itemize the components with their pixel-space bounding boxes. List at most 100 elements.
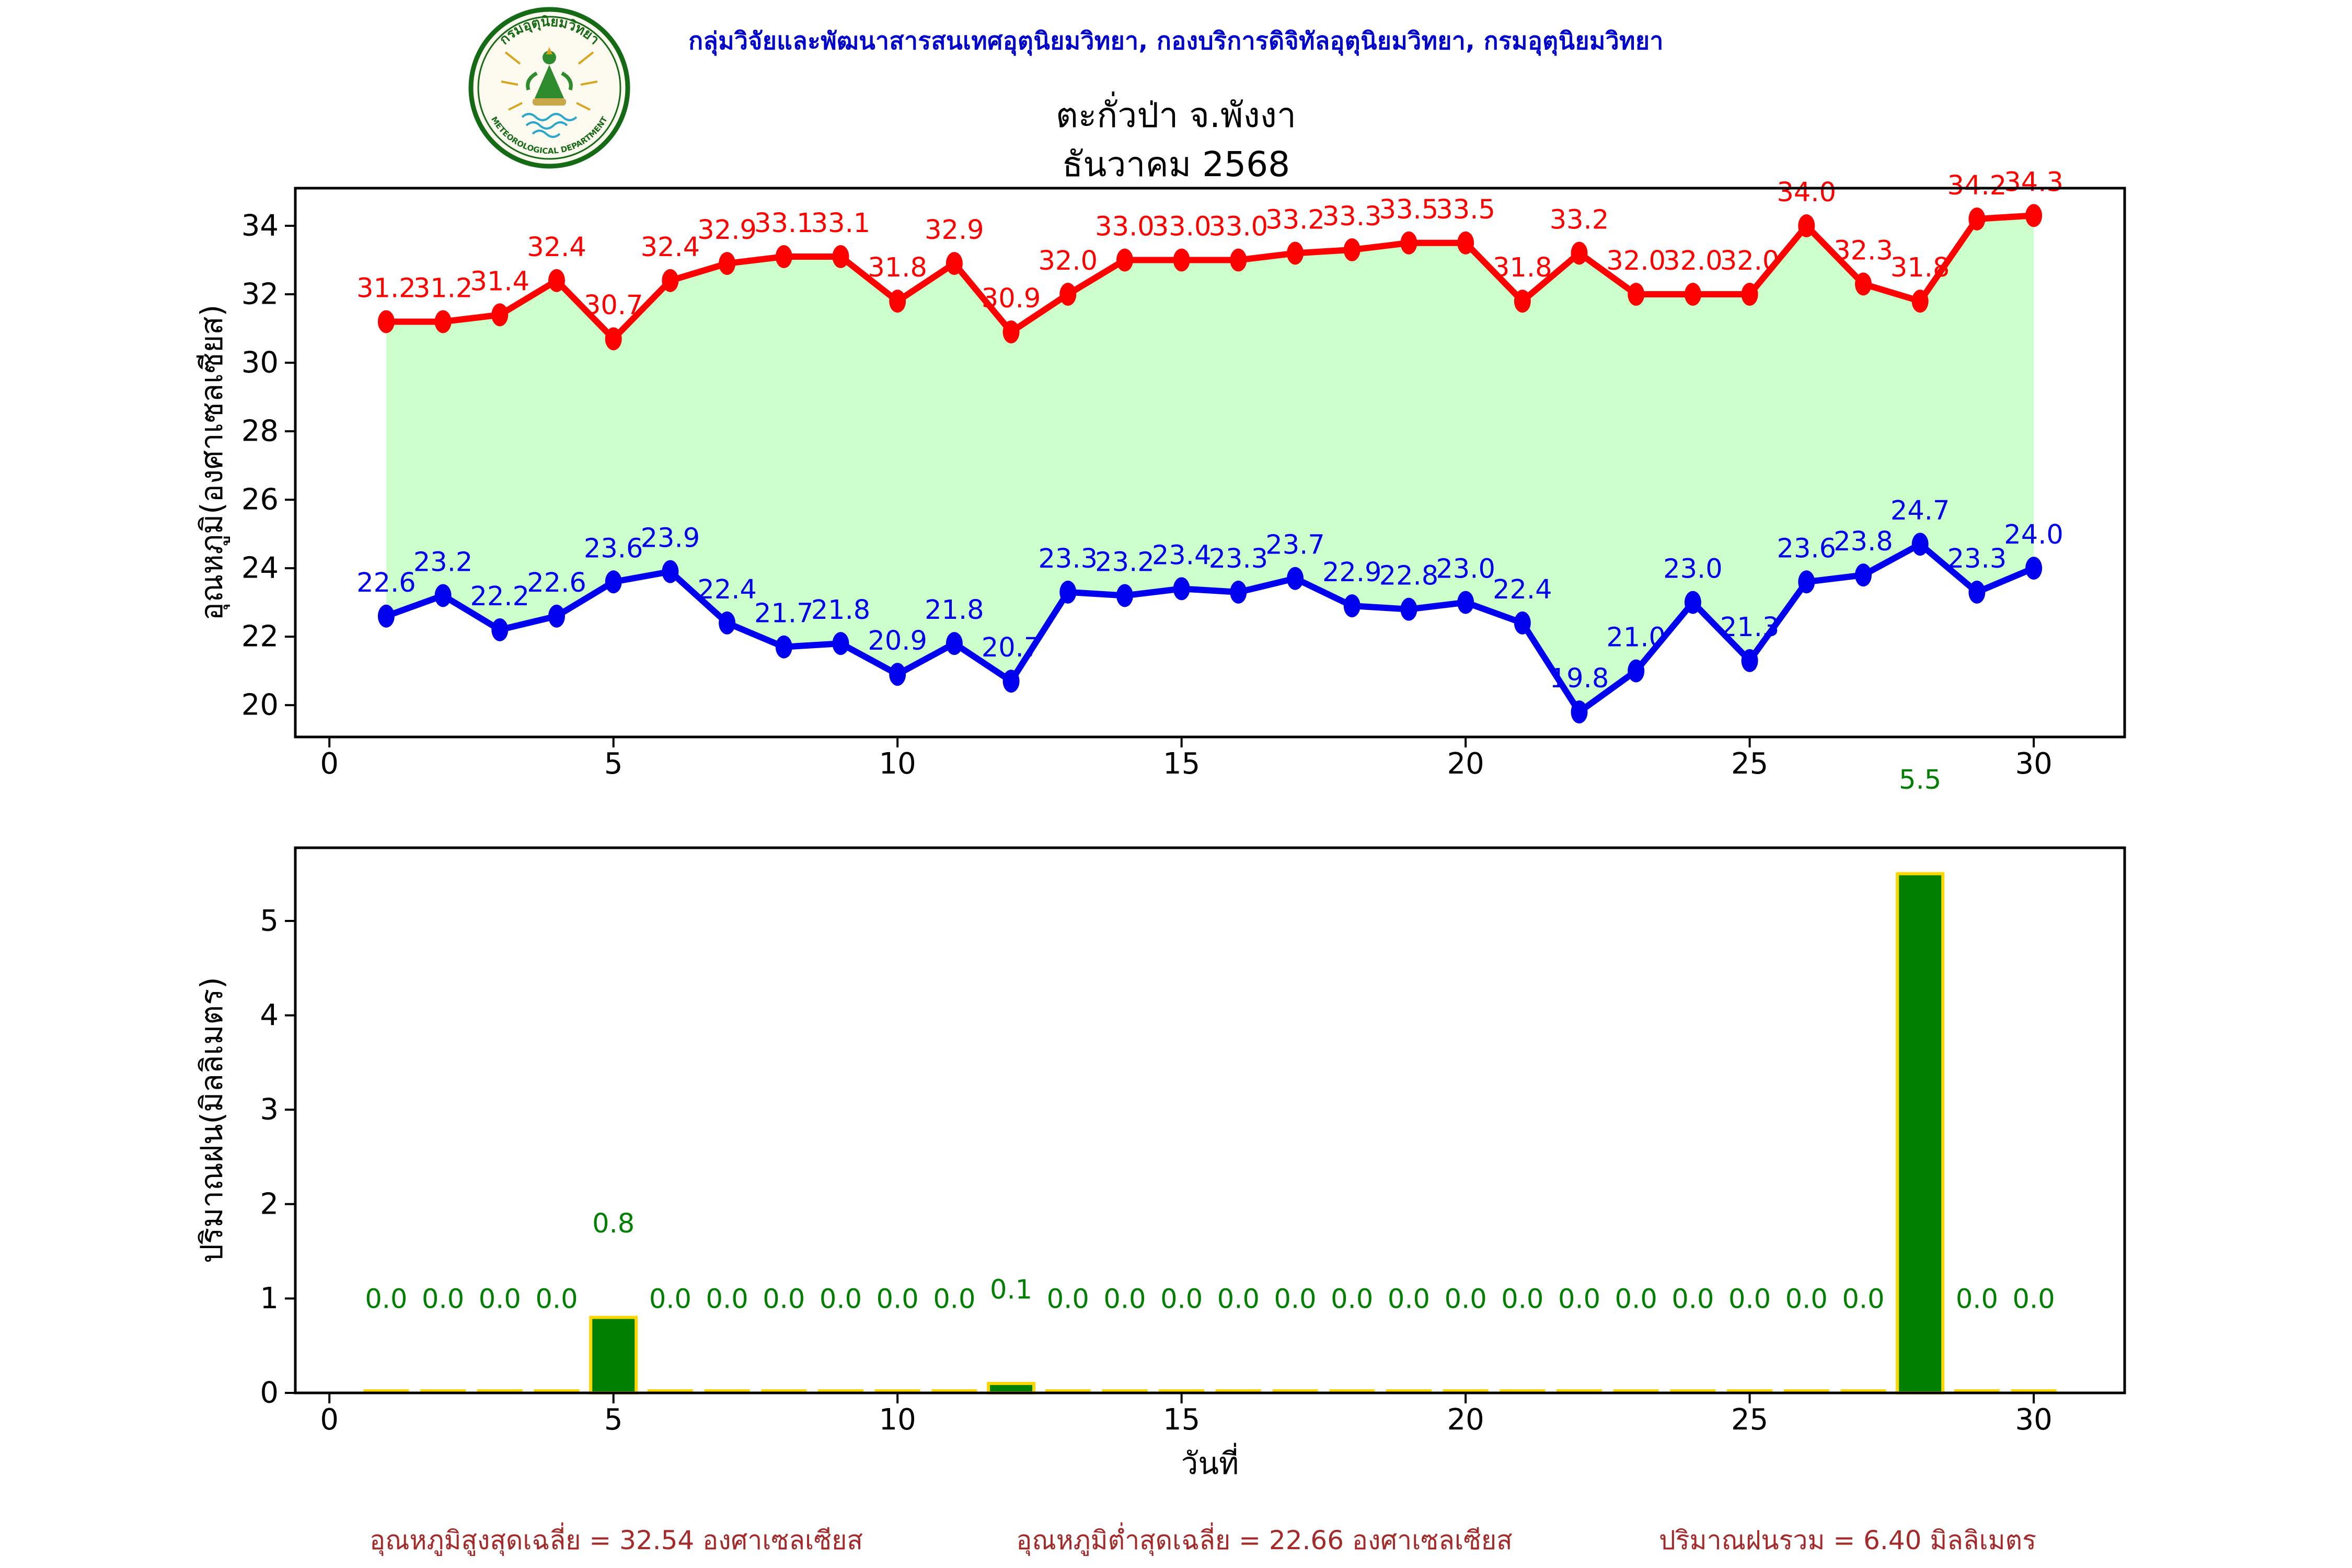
rain-bar-zero — [1329, 1389, 1375, 1393]
max-temp-label: 31.2 — [356, 273, 416, 304]
rain-bar — [1896, 872, 1945, 1394]
min-temp-label: 21.8 — [811, 595, 871, 626]
max-temp-point — [1173, 248, 1190, 272]
max-temp-label: 34.3 — [2004, 167, 2063, 198]
min-temp-label: 23.9 — [641, 523, 700, 554]
rain-bar-zero — [1727, 1389, 1773, 1393]
min-temp-point — [434, 584, 452, 607]
max-temp-label: 34.0 — [1777, 177, 1837, 208]
summary-max-temp-avg: อุณหภูมิสูงสุดเฉลี่ย = 32.54 องศาเซลเซีย… — [370, 1525, 863, 1555]
min-temp-point — [1911, 533, 1929, 556]
min-temp-point — [775, 635, 792, 659]
max-temp-point — [1798, 214, 1815, 238]
rain-bar-zero — [534, 1389, 580, 1393]
max-temp-point — [605, 327, 622, 351]
rain-bar-zero — [1783, 1389, 1829, 1393]
max-temp-label: 30.9 — [982, 283, 1041, 314]
rain-bar-zero — [1102, 1389, 1148, 1393]
rain-value-label: 0.0 — [706, 1284, 748, 1315]
temp-x-tick-label: 0 — [320, 747, 339, 781]
rain-y-tick-label: 4 — [260, 998, 279, 1032]
min-temp-point — [1116, 584, 1133, 607]
temp-x-tick-label: 5 — [604, 747, 623, 781]
temp-y-tick-label: 20 — [241, 688, 279, 722]
max-temp-label: 33.0 — [1209, 212, 1269, 243]
temp-y-tick-label: 34 — [241, 209, 279, 243]
min-temp-point — [2025, 557, 2043, 580]
department-seal: กรมอุตุนิยมวิทยา METEOROLOGICAL DEPARTME… — [468, 7, 630, 169]
min-temp-point — [1968, 580, 1986, 604]
max-temp-label: 33.2 — [1265, 204, 1325, 235]
max-temp-point — [719, 252, 736, 275]
max-temp-point — [1741, 283, 1758, 306]
max-temp-label: 32.9 — [925, 215, 984, 246]
rain-x-tick-label: 0 — [320, 1403, 339, 1437]
max-temp-line — [386, 212, 2034, 342]
rain-value-label: 0.0 — [365, 1284, 407, 1315]
rain-bar-zero — [704, 1389, 750, 1393]
min-temp-point — [946, 632, 963, 655]
rain-value-label: 0.0 — [1615, 1284, 1657, 1315]
min-temp-label: 20.9 — [868, 626, 927, 656]
min-temp-point — [1741, 649, 1758, 672]
temp-y-tick-label: 22 — [241, 620, 279, 654]
rainfall-chart: 0.0 0.0 0.0 0.0 0.8 0.0 0.0 0.0 0.0 0.0 0.0 0.1 0.0 0… — [194, 765, 2126, 1481]
max-temp-point — [377, 310, 395, 333]
rain-x-tick-label: 10 — [879, 1403, 916, 1437]
rain-value-label: 0.0 — [1331, 1284, 1373, 1315]
rain-value-label: 0.0 — [535, 1284, 578, 1315]
min-temp-point — [719, 611, 736, 635]
max-temp-label: 32.3 — [1834, 235, 1893, 266]
max-temp-point — [1911, 290, 1929, 313]
seal-waves — [521, 113, 578, 138]
rain-value-label: 0.0 — [877, 1284, 919, 1315]
max-temp-label: 31.8 — [1890, 252, 1950, 283]
rain-value-label: 0.0 — [1445, 1284, 1487, 1315]
rain-value-label: 0.0 — [1956, 1284, 1998, 1315]
rain-bar-zero — [1215, 1389, 1261, 1393]
min-temp-label: 23.4 — [1152, 540, 1212, 571]
temp-y-tick-label: 26 — [241, 483, 279, 517]
min-temp-point — [1684, 591, 1701, 614]
min-temp-label: 23.2 — [1095, 547, 1155, 578]
rain-value-label: 0.0 — [1785, 1284, 1828, 1315]
max-temp-point — [491, 303, 509, 327]
max-temp-label: 32.0 — [1606, 246, 1666, 276]
min-temp-point — [1400, 597, 1417, 621]
max-temp-point — [662, 269, 679, 292]
max-temp-point — [1116, 248, 1133, 272]
min-temp-point — [832, 632, 849, 655]
max-temp-point — [548, 269, 565, 292]
max-temp-point — [434, 310, 452, 333]
rain-value-label: 0.0 — [933, 1284, 975, 1315]
rain-value-label: 0.0 — [1047, 1284, 1089, 1315]
min-temp-point — [548, 604, 565, 628]
min-temp-label: 22.9 — [1322, 557, 1382, 588]
min-temp-label: 22.2 — [470, 581, 530, 612]
temp-y-tick-label: 30 — [241, 346, 279, 380]
max-temp-label: 32.4 — [527, 232, 586, 263]
min-temp-label: 22.8 — [1379, 561, 1439, 592]
rain-value-label: 5.5 — [1899, 765, 1941, 795]
max-temp-point — [1002, 320, 1020, 344]
temp-x-tick-label: 20 — [1447, 747, 1484, 781]
rainfall-plot-border — [294, 846, 2126, 1394]
min-temp-point — [1514, 611, 1531, 635]
max-temp-label: 31.4 — [470, 266, 530, 297]
min-temp-label: 22.6 — [356, 568, 416, 598]
max-temp-point — [1684, 283, 1701, 306]
rain-x-tick-label: 20 — [1447, 1403, 1484, 1437]
max-temp-point — [2025, 204, 2043, 227]
max-temp-label: 34.2 — [1947, 170, 2007, 201]
rain-bar-zero — [2011, 1389, 2057, 1393]
rain-y-axis-title: ปริมาณฝน(มิลลิเมตร) — [194, 977, 229, 1263]
min-temp-label: 23.7 — [1265, 530, 1325, 561]
temp-y-tick-label: 24 — [241, 551, 279, 585]
rain-bar-zero — [1557, 1389, 1602, 1393]
min-temp-label: 23.8 — [1834, 526, 1893, 557]
rain-value-label: 0.0 — [1501, 1284, 1543, 1315]
seal-rays — [501, 51, 598, 111]
rain-value-label: 0.0 — [1558, 1284, 1600, 1315]
min-temp-label: 23.3 — [1038, 544, 1098, 574]
min-temp-label: 20.7 — [982, 632, 1041, 663]
